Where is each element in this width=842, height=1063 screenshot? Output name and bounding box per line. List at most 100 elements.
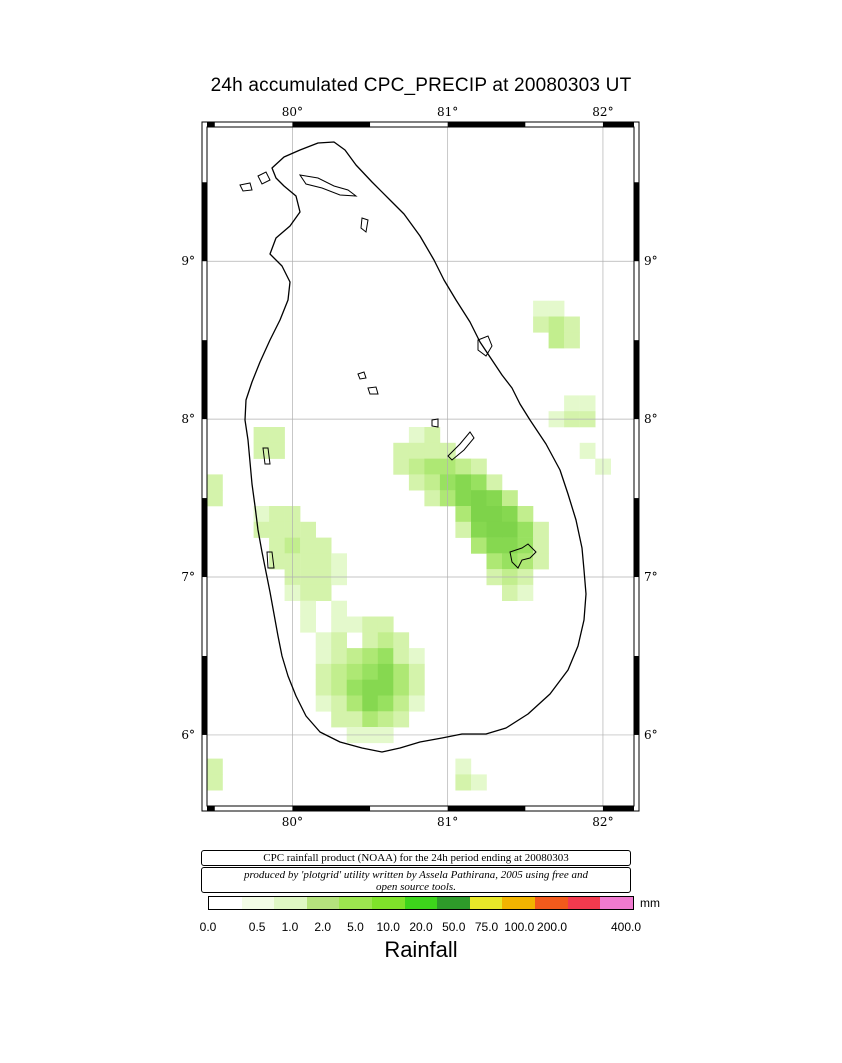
lat-tick-label: 9°: [181, 254, 195, 268]
rain-cell: [362, 679, 379, 696]
rain-cell: [579, 395, 596, 412]
lat-tick-label: 7°: [644, 570, 658, 584]
inland-reservoir-east: [509, 543, 537, 569]
rain-cell: [393, 679, 410, 696]
rain-cell: [315, 663, 332, 680]
frame-outer: [201, 121, 640, 812]
rain-cell: [455, 774, 472, 791]
rain-cell: [502, 553, 518, 570]
rain-cell: [300, 521, 316, 538]
rain-cell: [377, 616, 394, 633]
frame-bar-lat: [202, 655, 207, 735]
rain-cell: [486, 521, 503, 538]
rain-cell: [393, 663, 410, 680]
frame-bar-lat: [634, 498, 639, 578]
rain-cell: [315, 584, 332, 601]
rain-cell: [315, 679, 332, 696]
lat-tick-label: 6°: [181, 728, 195, 742]
rain-cell: [486, 537, 503, 554]
rain-cell: [533, 300, 549, 317]
rain-cell: [269, 427, 285, 444]
colorbar-segment: [600, 897, 633, 909]
lon-tick-label: 81°: [437, 105, 458, 119]
rain-cell: [377, 695, 394, 712]
rain-cell: [253, 442, 270, 459]
rain-cell: [533, 521, 549, 538]
rain-cell: [502, 506, 518, 523]
sri-lanka-coastline: [244, 141, 587, 753]
lon-tick-label: 81°: [437, 815, 458, 829]
rain-cell: [502, 537, 518, 554]
frame-bar-lon: [602, 806, 634, 811]
rain-cell: [346, 679, 363, 696]
rain-cell: [315, 537, 332, 554]
rain-cell: [408, 679, 425, 696]
rain-cell: [331, 695, 347, 712]
colorbar-title: Rainfall: [384, 937, 458, 962]
lat-tick-label: 9°: [644, 254, 658, 268]
rain-cell: [424, 458, 441, 475]
rain-cell: [393, 458, 410, 475]
inland-tank-3: [431, 418, 439, 428]
rain-cell: [300, 537, 316, 554]
frame-bar-lat: [634, 182, 639, 262]
rain-cell: [471, 521, 487, 538]
rain-cell: [377, 711, 394, 728]
rain-cell: [315, 632, 332, 649]
rain-cell: [393, 632, 410, 649]
rain-cell: [471, 774, 487, 791]
colorbar-segment: [209, 897, 242, 909]
map-frame: [201, 121, 640, 812]
rain-cell: [424, 474, 441, 491]
frame-bar-lat: [634, 340, 639, 420]
rain-cell: [346, 663, 363, 680]
inland-tank-1: [357, 371, 367, 380]
rain-cell: [300, 553, 316, 570]
rain-cell: [424, 442, 441, 459]
graticule: [207, 127, 634, 806]
rain-cell: [393, 442, 410, 459]
colorbar-tick-label: 1.0: [281, 920, 299, 934]
rain-cell: [331, 711, 347, 728]
map-figure: 80° 80° 81° 81° 82° 82° 6° 6° 7° 7° 8° 8° 9° 9°: [181, 105, 658, 829]
frame-bar-lon: [292, 122, 371, 127]
colorbar-ticks: 0.0 0.5 1.0 2.0 5.0 10.0 20.0 50.0 75.0 100.0 200.…: [200, 920, 641, 936]
rain-cell: [408, 442, 425, 459]
rain-cell: [579, 442, 596, 459]
rain-cell: [517, 553, 534, 570]
rain-cell: [424, 490, 441, 507]
colorbar-tick-label: 50.0: [442, 920, 466, 934]
rain-cell: [486, 553, 503, 570]
rain-cell: [207, 474, 223, 491]
rain-cell: [362, 711, 379, 728]
rain-cell: [564, 332, 580, 349]
colorbar-unit: mm: [640, 896, 660, 910]
rain-cell: [533, 316, 549, 333]
rain-cell: [455, 506, 472, 523]
colorbar-tick-label: 20.0: [409, 920, 433, 934]
rain-cell: [362, 616, 379, 633]
rain-cell: [548, 300, 565, 317]
rain-cell: [455, 458, 472, 475]
rainfall-cells: [207, 300, 611, 791]
rain-cell: [362, 632, 379, 649]
rain-cell: [346, 711, 363, 728]
credits-info: produced by 'plotgrid' utility written b…: [201, 867, 631, 893]
rain-cell: [269, 537, 285, 554]
lat-tick-label: 8°: [181, 412, 195, 426]
rain-cell: [331, 648, 347, 665]
rain-cell: [346, 695, 363, 712]
colorbar-tick-label: 75.0: [474, 920, 499, 934]
frame-bar-lon: [602, 122, 634, 127]
inland-tank-2: [367, 386, 379, 395]
frame-bar-lat: [202, 182, 207, 262]
frame-bar-lon: [207, 806, 215, 811]
rain-cell: [315, 695, 332, 712]
rain-cell: [408, 695, 425, 712]
colorbar-segment: [502, 897, 536, 909]
rain-cell: [377, 648, 394, 665]
rain-cell: [315, 648, 332, 665]
colorbar-segment: [567, 897, 601, 909]
rain-cell: [471, 474, 487, 491]
colorbar-segment: [339, 897, 373, 909]
